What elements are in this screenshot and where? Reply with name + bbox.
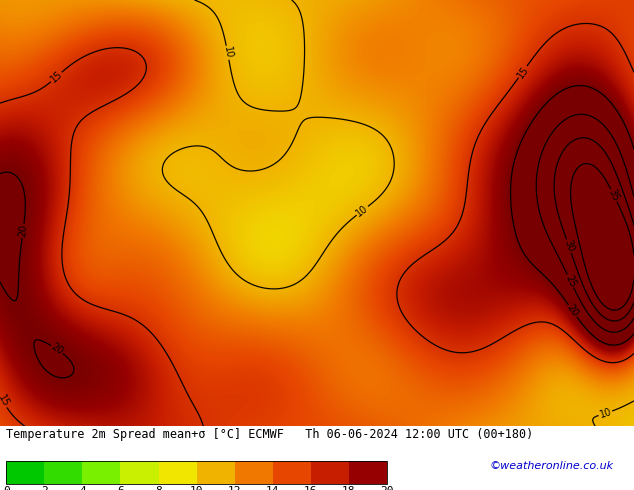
Text: 10: 10: [221, 46, 233, 60]
Text: 15: 15: [48, 69, 64, 85]
Text: 0: 0: [3, 486, 10, 490]
Text: 30: 30: [562, 239, 576, 253]
Text: 4: 4: [79, 486, 86, 490]
Bar: [311, 462, 349, 484]
Text: 6: 6: [117, 486, 124, 490]
Text: 10: 10: [190, 486, 204, 490]
Text: 8: 8: [155, 486, 162, 490]
Bar: [82, 462, 120, 484]
Bar: [120, 462, 158, 484]
Text: 15: 15: [0, 393, 11, 409]
Text: 10: 10: [598, 407, 613, 420]
Bar: [158, 462, 197, 484]
Text: ©weatheronline.co.uk: ©weatheronline.co.uk: [489, 461, 614, 471]
Text: 15: 15: [515, 64, 531, 80]
Bar: [197, 462, 235, 484]
Bar: [273, 462, 311, 484]
Text: 12: 12: [228, 486, 242, 490]
Text: 2: 2: [41, 486, 48, 490]
Text: 10: 10: [354, 203, 370, 219]
Bar: [349, 462, 387, 484]
Text: 20: 20: [565, 303, 580, 319]
Text: 35: 35: [607, 188, 621, 203]
Text: 20: 20: [49, 342, 65, 357]
Text: 20: 20: [17, 224, 29, 238]
Bar: [6, 462, 387, 484]
Text: 20: 20: [380, 486, 394, 490]
Text: 16: 16: [304, 486, 318, 490]
Text: 14: 14: [266, 486, 280, 490]
Text: 25: 25: [563, 273, 578, 289]
Bar: [235, 462, 273, 484]
Bar: [6, 462, 44, 484]
Bar: [44, 462, 82, 484]
Text: Temperature 2m Spread mean+σ [°C] ECMWF   Th 06-06-2024 12:00 UTC (00+180): Temperature 2m Spread mean+σ [°C] ECMWF …: [6, 428, 534, 441]
Text: 18: 18: [342, 486, 356, 490]
